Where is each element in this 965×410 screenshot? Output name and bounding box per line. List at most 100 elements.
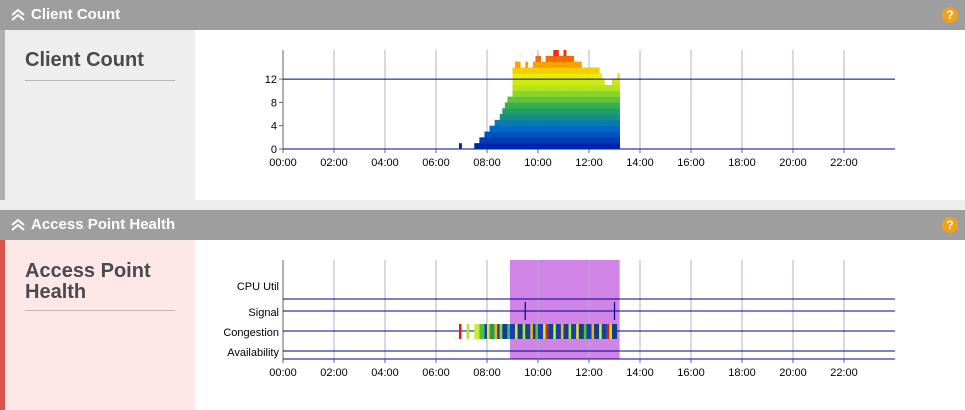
data-bar-segment — [594, 119, 598, 127]
data-bar-segment — [499, 125, 503, 132]
data-bar-segment — [568, 119, 572, 127]
congestion-segment — [517, 324, 523, 339]
data-bar-segment — [553, 84, 557, 92]
data-bar-segment — [509, 143, 513, 150]
data-bar-segment — [499, 137, 503, 144]
data-bar-segment — [502, 143, 506, 150]
sidebar-accent-bar — [0, 30, 5, 200]
data-bar-segment — [522, 125, 526, 132]
data-bar-segment — [563, 50, 567, 57]
collapse-chevron-icon[interactable] — [9, 6, 27, 24]
data-bar-segment — [553, 55, 557, 62]
data-bar-segment — [573, 61, 577, 68]
ap-health-sidebar: Access Point Health — [0, 240, 195, 410]
data-bar-segment — [553, 90, 557, 97]
data-bar-segment — [504, 108, 508, 115]
data-bar-segment — [522, 137, 526, 144]
client-count-header-title: Client Count — [31, 6, 121, 23]
data-bar — [458, 143, 462, 150]
data-bar-segment — [525, 84, 529, 92]
data-bar-segment — [566, 143, 569, 150]
data-bar-segment — [617, 79, 620, 86]
data-bar-segment — [558, 79, 562, 86]
data-bar-segment — [540, 137, 544, 144]
data-bar-segment — [560, 137, 564, 144]
data-bar-segment — [530, 125, 534, 132]
data-bar-segment — [606, 143, 610, 150]
data-bar-segment — [573, 73, 577, 80]
data-bar-segment — [606, 131, 610, 138]
data-bar — [589, 67, 592, 150]
data-bar-segment — [545, 73, 549, 80]
data-bar-segment — [532, 73, 536, 80]
x-tick-label: 02:00 — [320, 157, 348, 169]
data-bar-segment — [560, 55, 564, 62]
data-bar-segment — [494, 143, 498, 150]
data-bar-segment — [581, 96, 585, 103]
data-bar-segment — [527, 131, 531, 138]
collapse-chevron-icon[interactable] — [9, 216, 27, 234]
data-bar-segment — [520, 108, 524, 115]
data-bar-segment — [617, 73, 620, 80]
data-bar-segment — [515, 102, 518, 109]
data-bar-segment — [576, 125, 580, 132]
congestion-segment — [515, 324, 518, 339]
data-bar-segment — [517, 84, 521, 92]
congestion-segment — [525, 324, 531, 339]
data-bar-segment — [560, 79, 564, 86]
data-bar-segment — [589, 108, 592, 115]
data-bar-segment — [489, 137, 493, 144]
ap-health-header[interactable]: Access Point Health ? — [0, 210, 965, 240]
data-bar-segment — [611, 90, 615, 97]
data-bar-segment — [586, 131, 590, 138]
data-bar-segment — [522, 90, 526, 97]
data-bar-segment — [571, 114, 575, 121]
data-bar-segment — [568, 143, 572, 150]
data-bar-segment — [515, 90, 518, 97]
data-bar-segment — [571, 61, 575, 68]
data-bar — [609, 84, 613, 150]
data-bar-segment — [538, 108, 541, 115]
data-bar-segment — [543, 108, 547, 115]
data-bar — [527, 67, 531, 150]
data-bar-segment — [553, 125, 557, 132]
help-icon[interactable]: ? — [942, 217, 958, 233]
congestion-segment — [560, 324, 564, 339]
data-bar-segment — [578, 114, 582, 121]
data-bar-segment — [527, 108, 531, 115]
congestion-segment — [502, 324, 508, 339]
data-bar-segment — [573, 137, 577, 144]
data-bar-segment — [532, 96, 536, 103]
data-bar-segment — [548, 125, 552, 132]
data-bar-segment — [589, 143, 592, 150]
data-bar-segment — [563, 137, 567, 144]
data-bar — [578, 61, 582, 150]
data-bar-segment — [492, 143, 496, 150]
data-bar-segment — [599, 102, 603, 109]
data-bar-segment — [594, 125, 598, 132]
data-bar-segment — [583, 114, 587, 121]
data-bar-segment — [515, 67, 518, 74]
data-bar-segment — [548, 73, 552, 80]
data-bar-segment — [550, 79, 554, 86]
x-tick-label: 14:00 — [626, 157, 654, 169]
data-bar-segment — [594, 143, 598, 150]
data-bar-segment — [522, 102, 526, 109]
client-count-header[interactable]: Client Count ? — [0, 0, 965, 30]
data-bar-segment — [484, 137, 488, 144]
data-bar-segment — [543, 125, 547, 132]
data-bar-segment — [568, 73, 572, 80]
data-bar-segment — [515, 131, 518, 138]
data-bar — [543, 61, 547, 150]
data-bar-segment — [527, 73, 531, 80]
highlight-region — [509, 260, 620, 359]
data-bar-segment — [591, 125, 595, 132]
data-bar-segment — [512, 137, 516, 144]
data-bar-segment — [545, 55, 549, 62]
data-bar-segment — [566, 79, 569, 86]
data-bar — [499, 114, 503, 150]
data-bar-segment — [543, 79, 547, 86]
help-icon[interactable]: ? — [942, 7, 958, 23]
data-bar-segment — [502, 119, 506, 127]
data-bar-segment — [560, 119, 564, 127]
